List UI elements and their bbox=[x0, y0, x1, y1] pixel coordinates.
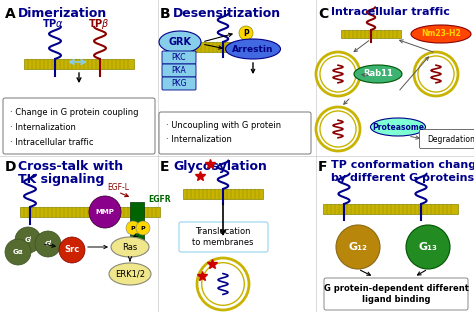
Circle shape bbox=[418, 56, 454, 92]
Text: F: F bbox=[318, 160, 328, 174]
Ellipse shape bbox=[159, 31, 201, 53]
Text: Proteasome: Proteasome bbox=[372, 123, 424, 131]
Circle shape bbox=[336, 225, 380, 269]
Text: PKA: PKA bbox=[172, 66, 186, 75]
Text: GRK: GRK bbox=[168, 37, 191, 47]
Text: P: P bbox=[243, 28, 249, 37]
Text: Translocation
to membranes: Translocation to membranes bbox=[192, 227, 254, 247]
Text: MMP: MMP bbox=[96, 209, 114, 215]
Text: · Internalization: · Internalization bbox=[10, 123, 76, 132]
Text: · Uncoupling with G protein: · Uncoupling with G protein bbox=[166, 121, 281, 130]
Text: TK signaling: TK signaling bbox=[18, 173, 104, 186]
Circle shape bbox=[59, 237, 85, 263]
Text: PKG: PKG bbox=[171, 79, 187, 88]
Text: G protein-dependent different
ligand binding: G protein-dependent different ligand bin… bbox=[324, 284, 468, 304]
Bar bbox=[173, 42, 273, 52]
Text: Gα: Gα bbox=[13, 249, 23, 255]
Text: Cross-talk with: Cross-talk with bbox=[18, 160, 123, 173]
Text: Gⁱ: Gⁱ bbox=[24, 237, 32, 243]
Bar bbox=[183, 189, 263, 199]
Text: by different G proteins: by different G proteins bbox=[331, 173, 474, 183]
Ellipse shape bbox=[109, 263, 151, 285]
Ellipse shape bbox=[354, 65, 402, 83]
Text: EGF-L: EGF-L bbox=[107, 183, 129, 192]
Bar bbox=[323, 204, 458, 214]
Bar bbox=[24, 59, 134, 69]
Circle shape bbox=[320, 56, 356, 92]
Circle shape bbox=[320, 111, 356, 147]
Text: TP conformation change: TP conformation change bbox=[331, 160, 474, 170]
Text: P: P bbox=[141, 226, 146, 231]
Text: PKC: PKC bbox=[172, 53, 186, 62]
FancyBboxPatch shape bbox=[179, 222, 268, 252]
Text: D: D bbox=[5, 160, 17, 174]
Text: Desensitization: Desensitization bbox=[173, 7, 281, 20]
Circle shape bbox=[201, 263, 244, 305]
Text: ERK1/2: ERK1/2 bbox=[115, 270, 145, 279]
FancyBboxPatch shape bbox=[162, 51, 196, 64]
Text: P: P bbox=[131, 226, 135, 231]
Circle shape bbox=[35, 231, 61, 257]
FancyBboxPatch shape bbox=[159, 112, 311, 154]
FancyBboxPatch shape bbox=[3, 98, 155, 154]
Text: B: B bbox=[160, 7, 171, 21]
Circle shape bbox=[316, 107, 360, 151]
Text: Gᴵ: Gᴵ bbox=[44, 241, 52, 247]
Text: Degradation: Degradation bbox=[427, 134, 474, 144]
Circle shape bbox=[414, 52, 458, 96]
FancyBboxPatch shape bbox=[162, 77, 196, 90]
Circle shape bbox=[15, 227, 41, 253]
Circle shape bbox=[239, 26, 253, 40]
Text: Glycosylation: Glycosylation bbox=[173, 160, 267, 173]
Ellipse shape bbox=[226, 39, 281, 59]
Bar bbox=[20, 207, 160, 217]
Bar bbox=[130, 202, 144, 240]
Bar bbox=[341, 30, 401, 38]
Text: E: E bbox=[160, 160, 170, 174]
Text: Src: Src bbox=[64, 246, 80, 255]
Text: Arrestin: Arrestin bbox=[232, 45, 274, 53]
Text: · Internalization: · Internalization bbox=[166, 135, 232, 144]
Ellipse shape bbox=[111, 237, 149, 257]
Text: TP$\beta$: TP$\beta$ bbox=[88, 17, 109, 31]
Text: Nm23-H2: Nm23-H2 bbox=[421, 30, 461, 38]
FancyBboxPatch shape bbox=[162, 64, 196, 77]
Text: A: A bbox=[5, 7, 16, 21]
Text: Intracellular traffic: Intracellular traffic bbox=[331, 7, 450, 17]
Circle shape bbox=[136, 221, 150, 235]
Text: C: C bbox=[318, 7, 328, 21]
Ellipse shape bbox=[411, 25, 471, 43]
FancyBboxPatch shape bbox=[324, 278, 468, 310]
Text: Rab11: Rab11 bbox=[363, 70, 393, 79]
Text: · Intracellular traffic: · Intracellular traffic bbox=[10, 138, 93, 147]
Ellipse shape bbox=[371, 118, 426, 136]
Text: · Change in G protein coupling: · Change in G protein coupling bbox=[10, 108, 138, 117]
Circle shape bbox=[89, 196, 121, 228]
Text: Dimerization: Dimerization bbox=[18, 7, 107, 20]
Circle shape bbox=[5, 239, 31, 265]
Circle shape bbox=[406, 225, 450, 269]
Circle shape bbox=[126, 221, 140, 235]
FancyBboxPatch shape bbox=[419, 129, 474, 149]
Circle shape bbox=[197, 258, 249, 310]
Text: EGFR: EGFR bbox=[148, 196, 171, 204]
Circle shape bbox=[316, 52, 360, 96]
Text: G₁₂: G₁₂ bbox=[348, 242, 367, 252]
Text: TP$\alpha$: TP$\alpha$ bbox=[42, 17, 64, 29]
Text: Ras: Ras bbox=[122, 242, 137, 251]
Text: G₁₃: G₁₃ bbox=[419, 242, 438, 252]
